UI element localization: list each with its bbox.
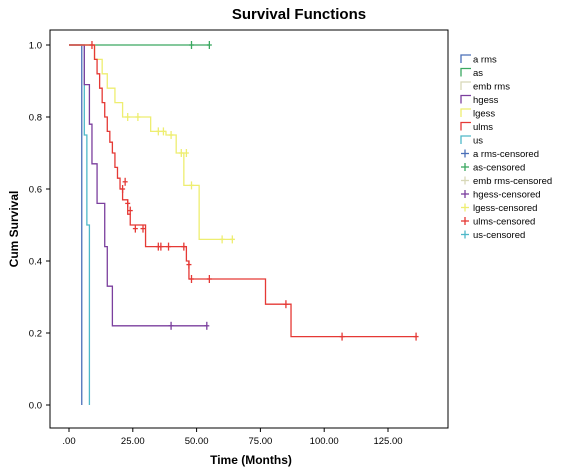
legend-item: as-censored — [461, 163, 525, 174]
legend-label: a rms-censored — [473, 149, 539, 160]
legend-item: a rms — [460, 54, 497, 66]
series-a-rms — [69, 44, 83, 405]
legend-item: emb rms-censored — [461, 176, 552, 187]
legend-line-icon — [460, 54, 471, 63]
legend-line-icon — [460, 67, 471, 77]
legend-item: a rms-censored — [461, 149, 539, 160]
series-hgess — [69, 44, 210, 330]
x-tick-label: 100.00 — [310, 436, 339, 447]
x-tick-label: 25.00 — [121, 436, 145, 447]
y-tick-label: 0.0 — [29, 401, 42, 412]
legend-item: lgess — [460, 108, 495, 120]
legend-item: as — [460, 67, 483, 79]
survival-curve — [69, 44, 235, 241]
series-us — [69, 44, 91, 405]
legend-label: lgess-censored — [473, 203, 537, 214]
legend-label: a rms — [473, 55, 497, 66]
series-lgess — [69, 44, 235, 244]
legend-label: emb rms-censored — [473, 176, 552, 187]
survival-curve — [69, 44, 83, 405]
survival-curve — [69, 44, 207, 327]
legend-item: us-censored — [461, 230, 525, 241]
y-tick-label: 1.0 — [29, 41, 42, 52]
legend-label: us-censored — [473, 230, 525, 241]
legend-item: ulms-censored — [461, 217, 535, 228]
legend-line-icon — [460, 121, 471, 131]
legend-item: emb rms — [460, 81, 510, 93]
legend-label: hgess — [473, 95, 499, 106]
legend-item: hgess-censored — [461, 190, 541, 201]
chart-title: Survival Functions — [232, 6, 366, 23]
x-tick-label: 125.00 — [373, 436, 402, 447]
x-tick-label: .00 — [62, 436, 75, 447]
legend-item: lgess-censored — [461, 203, 537, 214]
x-tick-label: 75.00 — [249, 436, 273, 447]
y-tick-label: 0.8 — [29, 113, 42, 124]
y-tick-label: 0.6 — [29, 185, 42, 196]
x-tick-label: 50.00 — [185, 436, 209, 447]
legend-line-icon — [460, 135, 471, 144]
plot-frame — [49, 29, 449, 429]
legend-label: us — [473, 136, 483, 147]
y-axis-title: Cum Survival — [7, 191, 21, 268]
axes-layer: .00 25.00 50.00 75.00 100.00 125.00 0.0 0.2 0.4 0… — [29, 41, 403, 448]
survival-curve — [69, 44, 417, 338]
series-ulms — [69, 41, 419, 341]
legend: a rms as emb rms hgess lgess ulms us a rms-cens… — [460, 54, 552, 241]
legend-item: ulms — [460, 121, 493, 133]
y-tick-label: 0.4 — [29, 257, 42, 268]
series-layer — [69, 41, 419, 405]
legend-label: ulms — [473, 122, 493, 133]
legend-label: as-censored — [473, 163, 525, 174]
legend-label: hgess-censored — [473, 190, 541, 201]
legend-line-icon — [460, 108, 471, 117]
legend-label: ulms-censored — [473, 217, 535, 228]
y-tick-label: 0.2 — [29, 329, 42, 340]
legend-label: lgess — [473, 109, 495, 120]
legend-line-icon — [460, 94, 471, 104]
survival-curve — [69, 44, 91, 405]
legend-line-icon — [460, 81, 471, 90]
x-axis-title: Time (Months) — [210, 453, 292, 467]
legend-item: us — [460, 135, 483, 147]
legend-label: as — [473, 68, 483, 79]
legend-item: hgess — [460, 94, 499, 106]
legend-label: emb rms — [473, 82, 510, 93]
